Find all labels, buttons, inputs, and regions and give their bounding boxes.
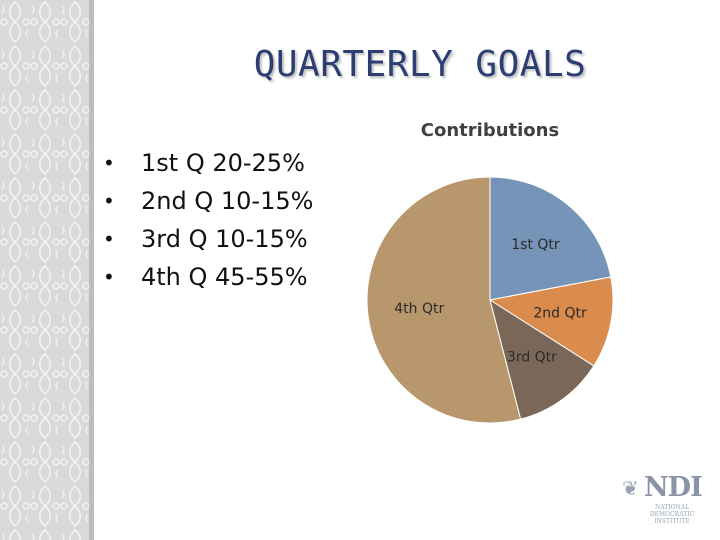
pie-slice — [489, 298, 595, 420]
bullet-dot: • — [103, 227, 115, 251]
slice-label: 2nd Qtr — [533, 305, 587, 321]
ndi-logo: ❦ NDI NATIONAL DEMOCRATIC INSTITUTE — [622, 472, 704, 528]
pie-chart: Contributions 1st Qtr 2nd Qtr 3rd Qtr 4th Q… — [350, 110, 630, 440]
chart-title: Contributions — [420, 120, 560, 141]
slice-label: 1st Qtr — [511, 237, 560, 253]
bullet-dot: • — [103, 265, 115, 289]
slice-label: 3rd Qtr — [507, 350, 557, 366]
bullet-text: 3rd Q 10-15% — [141, 225, 308, 253]
bullet-item: • 3rd Q 10-15% — [103, 220, 313, 258]
decorative-border — [0, 0, 94, 540]
bullet-item: • 1st Q 20-25% — [103, 144, 313, 182]
globe-icon: ❦ — [622, 476, 639, 500]
bullet-text: 2nd Q 10-15% — [141, 187, 314, 215]
border-edge — [89, 0, 94, 540]
logo-text: NDI — [644, 472, 703, 503]
pie-chart-svg: 1st Qtr 2nd Qtr 3rd Qtr 4th Qtr — [366, 176, 614, 424]
pie-slice — [366, 176, 522, 424]
logo-subtitle: NATIONAL DEMOCRATIC INSTITUTE — [649, 504, 695, 525]
pie-slice — [488, 276, 614, 367]
pie-slice — [489, 176, 612, 301]
slide-title: QUARTERLY GOALS — [253, 44, 587, 85]
bullet-item: • 4th Q 45-55% — [103, 258, 313, 296]
bullet-dot: • — [103, 189, 115, 213]
bullet-dot: • — [103, 151, 115, 175]
damask-pattern — [0, 0, 89, 540]
bullet-text: 4th Q 45-55% — [141, 263, 308, 291]
bullet-list: • 1st Q 20-25% • 2nd Q 10-15% • 3rd Q 10-15… — [103, 144, 313, 296]
slice-label: 4th Qtr — [394, 301, 444, 317]
bullet-text: 1st Q 20-25% — [141, 149, 305, 177]
bullet-item: • 2nd Q 10-15% — [103, 182, 313, 220]
